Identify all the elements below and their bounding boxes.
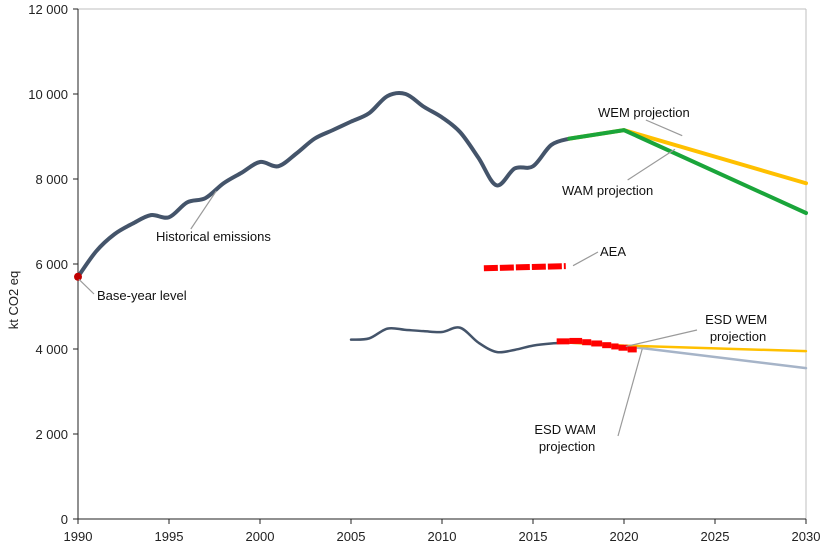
annotation-historical-emissions: Historical emissions bbox=[156, 229, 271, 244]
y-axis-label: kt CO2 eq bbox=[6, 271, 21, 330]
leader-wam bbox=[627, 148, 676, 181]
y-tick-label: 6 000 bbox=[35, 257, 68, 272]
y-tick-label: 10 000 bbox=[28, 87, 68, 102]
series-historical-emissions bbox=[76, 91, 572, 279]
y-tick-label: 4 000 bbox=[35, 342, 68, 357]
axes: 0 2 000 4 000 6 000 8 000 10 000 12 000 1990 199… bbox=[28, 2, 820, 544]
annotation-aea: AEA bbox=[600, 244, 626, 259]
annotation-leaders bbox=[78, 119, 698, 437]
annotation-wam-projection: WAM projection bbox=[562, 183, 653, 198]
y-tick-label: 2 000 bbox=[35, 427, 68, 442]
x-tick-label: 2030 bbox=[792, 529, 821, 544]
y-tick-label: 0 bbox=[61, 512, 68, 527]
annotation-esd-wem-projection: ESD WEM projection bbox=[705, 312, 771, 344]
x-tick-label: 2000 bbox=[246, 529, 275, 544]
leader-esd-wem bbox=[625, 329, 698, 348]
series-layer bbox=[74, 91, 808, 370]
series-wam-projection bbox=[567, 128, 808, 215]
leader-historical bbox=[190, 190, 217, 230]
y-tick-label: 8 000 bbox=[35, 172, 68, 187]
annotation-wem-projection: WEM projection bbox=[598, 105, 690, 120]
series-esd-emissions bbox=[349, 326, 571, 354]
x-tick-label: 2025 bbox=[701, 529, 730, 544]
base-year-marker bbox=[74, 272, 82, 281]
leader-aea bbox=[572, 251, 599, 267]
x-tick-label: 2005 bbox=[337, 529, 366, 544]
x-tick-label: 2010 bbox=[428, 529, 457, 544]
annotation-esd-wam-line-1: ESD WAM bbox=[534, 422, 596, 437]
x-tick-label: 2015 bbox=[519, 529, 548, 544]
x-tick-label: 1995 bbox=[155, 529, 184, 544]
annotation-esd-wam-line-2: projection bbox=[539, 439, 595, 454]
leader-esd-wam bbox=[617, 348, 643, 437]
annotation-esd-wam-projection: ESD WAM projection bbox=[534, 422, 599, 454]
y-tick-label: 12 000 bbox=[28, 2, 68, 17]
x-tick-label: 2020 bbox=[610, 529, 639, 544]
x-tick-label: 1990 bbox=[64, 529, 93, 544]
series-aea bbox=[483, 263, 566, 272]
annotation-esd-wem-line-2: projection bbox=[710, 329, 766, 344]
annotation-esd-wem-line-1: ESD WEM bbox=[705, 312, 767, 327]
leader-base-year bbox=[78, 278, 95, 295]
series-wem-projection bbox=[567, 128, 808, 186]
leader-wem bbox=[645, 119, 683, 137]
annotation-base-year-level: Base-year level bbox=[97, 288, 187, 303]
